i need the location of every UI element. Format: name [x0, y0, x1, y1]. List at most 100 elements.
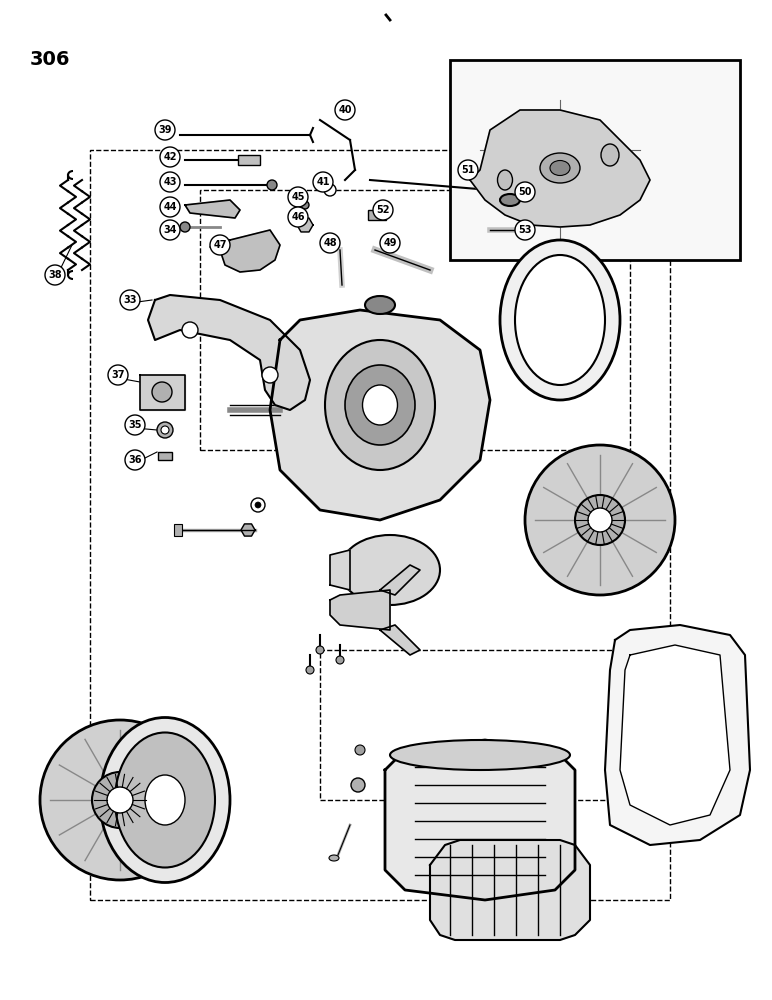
Text: 53: 53: [518, 225, 532, 235]
Text: 37: 37: [111, 370, 125, 380]
Circle shape: [157, 422, 173, 438]
Circle shape: [267, 180, 277, 190]
Circle shape: [515, 220, 535, 240]
Text: 48: 48: [323, 238, 337, 248]
Circle shape: [373, 200, 393, 220]
Circle shape: [336, 656, 344, 664]
Polygon shape: [330, 590, 390, 630]
Circle shape: [255, 502, 261, 508]
Bar: [158, 452, 172, 460]
Bar: [450, 60, 740, 260]
Circle shape: [335, 100, 355, 120]
Ellipse shape: [390, 740, 570, 770]
Polygon shape: [605, 625, 750, 845]
Text: 49: 49: [383, 238, 397, 248]
Ellipse shape: [550, 160, 570, 176]
Bar: [174, 524, 182, 536]
Ellipse shape: [340, 535, 440, 605]
Circle shape: [316, 646, 324, 654]
Circle shape: [301, 201, 309, 209]
Circle shape: [92, 772, 148, 828]
Polygon shape: [380, 625, 420, 655]
Polygon shape: [270, 310, 490, 520]
Ellipse shape: [500, 240, 620, 400]
Ellipse shape: [329, 855, 339, 861]
Circle shape: [380, 233, 400, 253]
Circle shape: [262, 367, 278, 383]
Circle shape: [108, 365, 128, 385]
Circle shape: [160, 147, 180, 167]
Text: 41: 41: [317, 177, 330, 187]
Ellipse shape: [497, 170, 513, 190]
Text: 45: 45: [291, 192, 305, 202]
Circle shape: [45, 265, 65, 285]
Circle shape: [515, 182, 535, 202]
Text: 35: 35: [128, 420, 142, 430]
Bar: [90, 150, 670, 900]
Text: 51: 51: [461, 165, 475, 175]
Ellipse shape: [500, 194, 520, 206]
Polygon shape: [380, 565, 420, 595]
Circle shape: [107, 787, 133, 813]
Circle shape: [324, 184, 336, 196]
Polygon shape: [385, 740, 575, 900]
Ellipse shape: [540, 153, 580, 183]
Polygon shape: [148, 295, 310, 410]
Text: 39: 39: [158, 125, 171, 135]
Polygon shape: [470, 110, 650, 227]
Circle shape: [351, 778, 365, 792]
Polygon shape: [620, 645, 730, 825]
Circle shape: [288, 207, 308, 227]
Circle shape: [180, 222, 190, 232]
Circle shape: [588, 508, 612, 532]
Ellipse shape: [345, 365, 415, 445]
Text: 43: 43: [163, 177, 177, 187]
Polygon shape: [140, 375, 185, 410]
Text: 42: 42: [163, 152, 177, 162]
Ellipse shape: [115, 732, 215, 867]
Circle shape: [525, 445, 675, 595]
Polygon shape: [185, 200, 240, 218]
Circle shape: [160, 172, 180, 192]
Ellipse shape: [145, 775, 185, 825]
Polygon shape: [220, 230, 280, 272]
Circle shape: [355, 745, 365, 755]
Polygon shape: [241, 524, 255, 536]
Bar: [368, 210, 386, 220]
Text: 33: 33: [124, 295, 137, 305]
Text: 46: 46: [291, 212, 305, 222]
Circle shape: [120, 290, 140, 310]
Polygon shape: [297, 218, 313, 232]
Ellipse shape: [325, 340, 435, 470]
Circle shape: [160, 220, 180, 240]
Circle shape: [210, 235, 230, 255]
Circle shape: [458, 160, 478, 180]
Text: 40: 40: [338, 105, 352, 115]
Circle shape: [320, 233, 340, 253]
Text: 34: 34: [163, 225, 177, 235]
Circle shape: [40, 720, 200, 880]
Text: 38: 38: [48, 270, 62, 280]
Circle shape: [575, 495, 625, 545]
Text: 306: 306: [30, 50, 70, 69]
Text: 47: 47: [213, 240, 227, 250]
Circle shape: [161, 426, 169, 434]
Circle shape: [152, 382, 172, 402]
Polygon shape: [430, 840, 590, 940]
Ellipse shape: [363, 385, 398, 425]
Text: 36: 36: [128, 455, 142, 465]
Ellipse shape: [515, 255, 605, 385]
Circle shape: [155, 120, 175, 140]
Circle shape: [125, 450, 145, 470]
Circle shape: [125, 415, 145, 435]
Bar: [238, 155, 260, 165]
Text: 50: 50: [518, 187, 532, 197]
Text: 52: 52: [376, 205, 390, 215]
Ellipse shape: [601, 144, 619, 166]
Circle shape: [182, 322, 198, 338]
Ellipse shape: [365, 296, 395, 314]
Circle shape: [306, 666, 314, 674]
Polygon shape: [330, 550, 350, 590]
Ellipse shape: [100, 718, 230, 882]
Circle shape: [160, 197, 180, 217]
